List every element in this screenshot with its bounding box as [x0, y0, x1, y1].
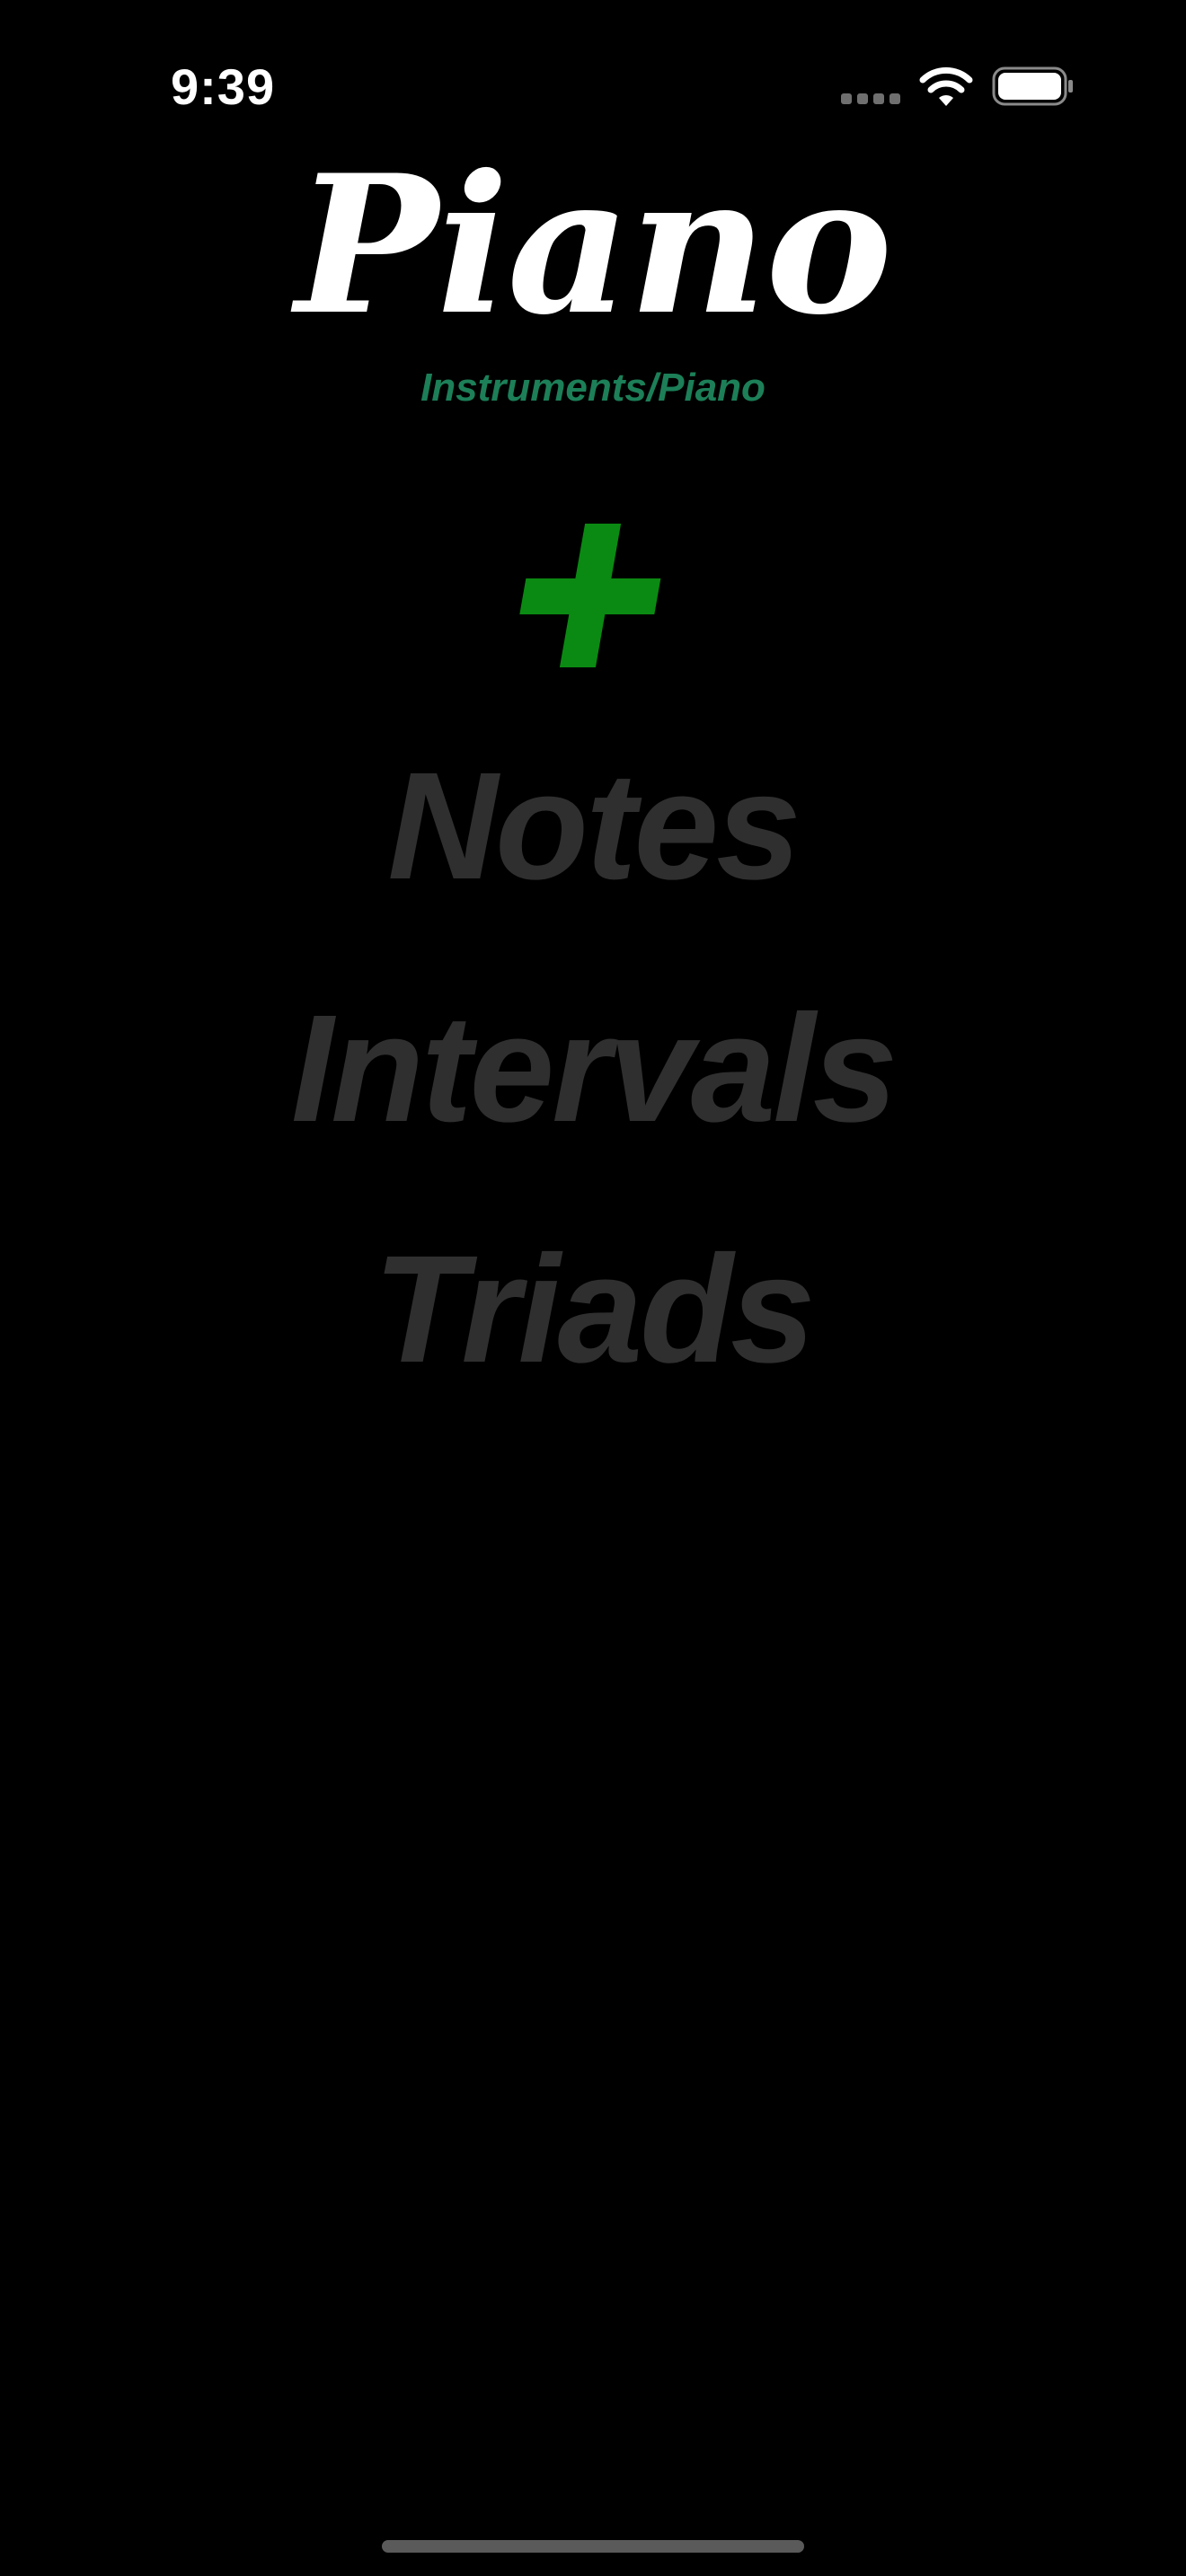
home-indicator[interactable] [382, 2540, 804, 2553]
breadcrumb[interactable]: Instruments/Piano [420, 366, 766, 410]
status-time: 9:39 [171, 58, 276, 115]
menu-item-triads[interactable]: Triads [373, 1224, 815, 1395]
cellular-signal-icon [841, 93, 900, 106]
plus-icon [519, 524, 661, 667]
menu-item-notes[interactable]: Notes [387, 741, 801, 912]
menu-item-intervals[interactable]: Intervals [290, 984, 898, 1154]
battery-icon [992, 66, 1073, 106]
wifi-icon [919, 66, 973, 106]
page-title: Piano [295, 133, 893, 357]
add-button[interactable] [514, 519, 667, 672]
